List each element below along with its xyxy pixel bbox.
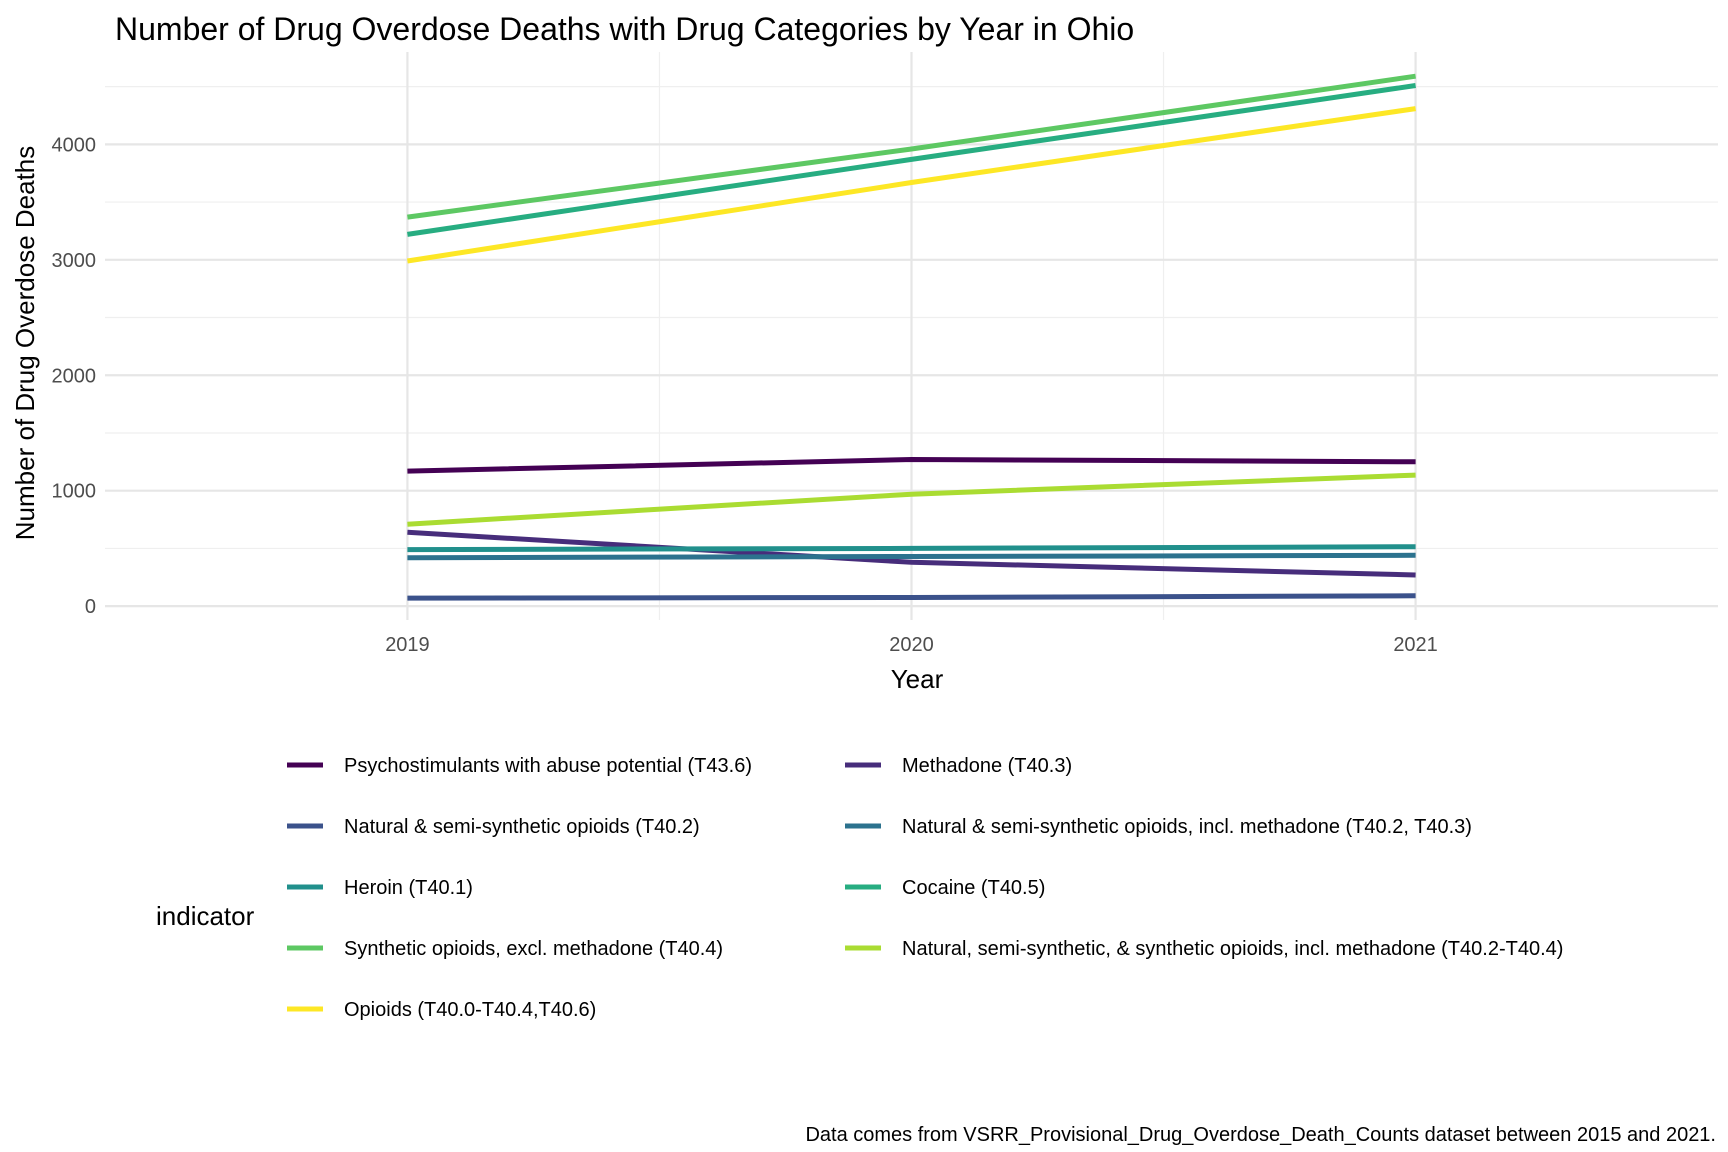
legend: Psychostimulants with abuse potential (T… [287, 755, 1563, 1021]
legend-label: Natural, semi-synthetic, & synthetic opi… [902, 938, 1563, 960]
plot-grid [105, 52, 1718, 620]
legend-label: Opioids (T40.0-T40.4,T40.6) [344, 999, 596, 1021]
chart-title: Number of Drug Overdose Deaths with Drug… [115, 11, 1134, 47]
legend-label: Synthetic opioids, excl. methadone (T40.… [344, 938, 723, 960]
legend-item: Heroin (T40.1) [287, 877, 473, 899]
series-line-2 [407, 529, 1416, 578]
legend-label: Methadone (T40.3) [902, 755, 1072, 777]
y-axis-title: Number of Drug Overdose Deaths [10, 146, 40, 541]
legend-item: Natural, semi-synthetic, & synthetic opi… [845, 938, 1563, 960]
series-line-1 [407, 457, 1416, 474]
series-line-3 [407, 593, 1416, 601]
plot-series [407, 73, 1416, 601]
legend-label: Natural & semi-synthetic opioids, incl. … [902, 816, 1472, 838]
legend-item: Cocaine (T40.5) [845, 877, 1045, 899]
series-line-9 [407, 106, 1416, 264]
legend-label: Cocaine (T40.5) [902, 877, 1045, 899]
y-tick-label: 4000 [52, 134, 97, 156]
series-line-6 [407, 83, 1416, 237]
legend-label: Psychostimulants with abuse potential (T… [344, 755, 752, 777]
y-axis-ticks: 0 1000 2000 3000 4000 [52, 134, 97, 618]
x-tick-label: 2020 [889, 634, 934, 656]
series-line-8 [407, 472, 1416, 527]
x-tick-label: 2021 [1393, 634, 1438, 656]
legend-item: Opioids (T40.0-T40.4,T40.6) [287, 999, 596, 1021]
legend-item: Synthetic opioids, excl. methadone (T40.… [287, 938, 723, 960]
x-axis-title: Year [891, 664, 944, 694]
legend-item: Psychostimulants with abuse potential (T… [287, 755, 752, 777]
y-tick-label: 1000 [52, 481, 97, 503]
series-line-7 [407, 73, 1416, 220]
y-tick-label: 3000 [52, 250, 97, 272]
chart-caption: Data comes from VSRR_Provisional_Drug_Ov… [805, 1124, 1716, 1146]
y-tick-label: 2000 [52, 365, 97, 387]
legend-label: Natural & semi-synthetic opioids (T40.2) [344, 816, 700, 838]
legend-title: indicator [156, 901, 255, 931]
series-line-5 [407, 544, 1416, 553]
y-tick-label: 0 [85, 596, 96, 618]
x-axis-ticks: 2019 2020 2021 [385, 634, 1438, 656]
series-line-4 [407, 552, 1416, 561]
legend-label: Heroin (T40.1) [344, 877, 473, 899]
legend-item: Natural & semi-synthetic opioids (T40.2) [287, 816, 700, 838]
x-tick-label: 2019 [385, 634, 430, 656]
legend-item: Methadone (T40.3) [845, 755, 1072, 777]
legend-item: Natural & semi-synthetic opioids, incl. … [845, 816, 1472, 838]
